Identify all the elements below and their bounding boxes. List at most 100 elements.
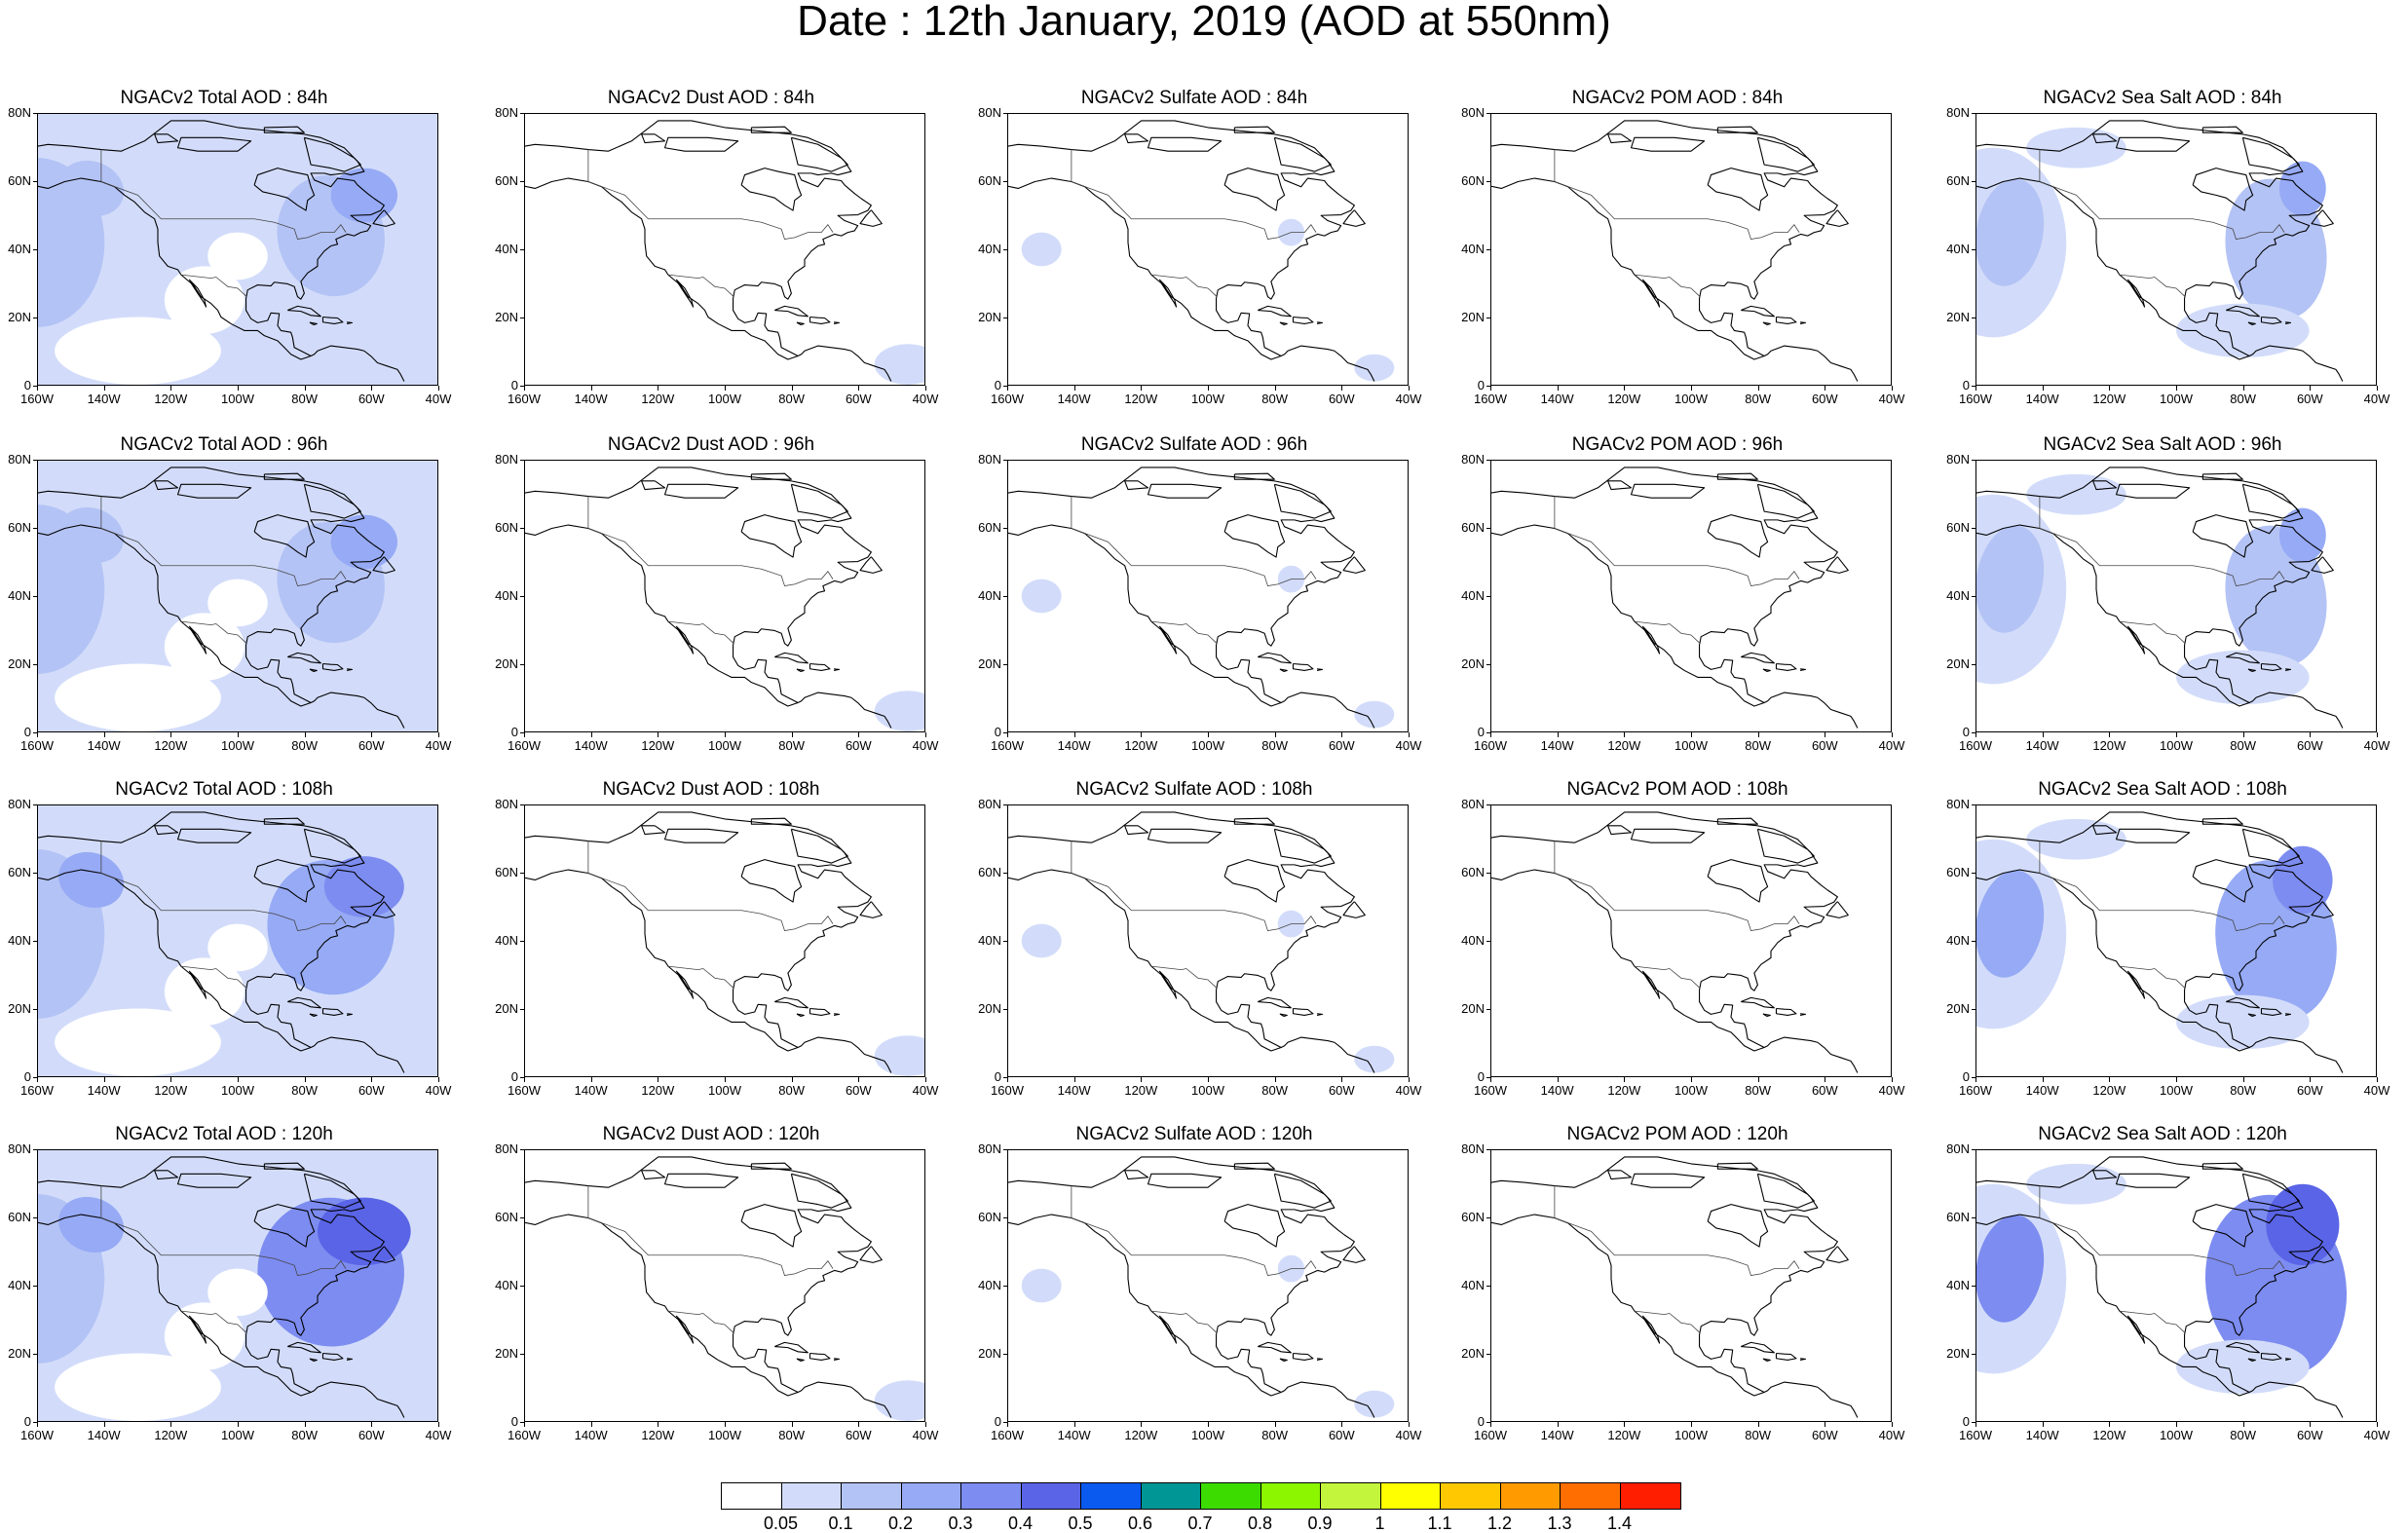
map-panel-dust: NGACv2 Dust AOD : 120h 80N 60N 40N 20N 0 160W 1…	[487, 1124, 974, 1445]
colorbar-swatch	[1321, 1483, 1381, 1509]
map-panel-sulfate: NGACv2 Sulfate AOD : 84h 80N 60N 40N 20N 0 160…	[970, 88, 1457, 409]
lon-tick-mark	[858, 1077, 860, 1082]
lon-tick-label: 60W	[1811, 392, 1838, 406]
lon-tick-mark	[1892, 1422, 1893, 1427]
lat-tick-label: 40N	[8, 588, 31, 603]
lon-tick-mark	[1141, 1077, 1143, 1082]
lon-tick-label: 120W	[154, 1083, 188, 1098]
aod-field	[874, 1035, 924, 1076]
lon-tick-mark	[1975, 1077, 1976, 1082]
lat-tick-mark	[1486, 1286, 1490, 1287]
lon-tick-label: 100W	[221, 1083, 254, 1098]
lat-tick-label: 80N	[8, 105, 31, 120]
coastlines	[1008, 467, 1375, 729]
lon-tick-label: 80W	[1261, 1083, 1289, 1098]
lon-tick-label: 120W	[1124, 738, 1158, 753]
lon-tick-label: 140W	[1057, 1083, 1091, 1098]
lon-tick-label: 160W	[1474, 1083, 1507, 1098]
lat-tick-mark	[33, 113, 37, 114]
lon-tick-mark	[2109, 1077, 2111, 1082]
lon-tick-label: 40W	[912, 1428, 939, 1442]
lat-tick-mark	[1003, 113, 1007, 114]
map-plot-area	[1975, 1149, 2377, 1422]
lon-tick-mark	[2377, 1422, 2378, 1427]
colorbar-label: 1.3	[1547, 1514, 1572, 1533]
lon-tick-label: 160W	[1474, 738, 1507, 753]
lat-tick-mark	[33, 1422, 37, 1423]
aod-field	[1976, 818, 2337, 1050]
lon-tick-mark	[1557, 1077, 1559, 1082]
lat-tick-mark	[1972, 1149, 1975, 1150]
lat-tick-mark	[1003, 1009, 1007, 1010]
lon-tick-mark	[1073, 1422, 1075, 1427]
lon-tick-label: 80W	[1261, 392, 1289, 406]
map-panel-total: NGACv2 Total AOD : 120h 80N 60N 40N 20N 0 160W…	[0, 1124, 487, 1445]
lon-tick-label: 60W	[1328, 1428, 1355, 1442]
lat-tick-label: 60N	[978, 173, 1001, 188]
lat-tick-label: 40N	[978, 933, 1001, 948]
lon-tick-label: 120W	[1124, 1428, 1158, 1442]
lon-tick-label: 120W	[1607, 392, 1641, 406]
coastlines	[1008, 811, 1375, 1073]
lon-tick-label: 160W	[1474, 1428, 1507, 1442]
lon-tick-label: 40W	[1395, 1428, 1422, 1442]
lat-tick-mark	[1972, 1286, 1975, 1287]
map-panel-total: NGACv2 Total AOD : 84h 80N 60N 40N 20N 0 160W 1…	[0, 88, 487, 409]
lon-tick-label: 100W	[1674, 738, 1708, 753]
lon-tick-mark	[1007, 732, 1008, 737]
lon-tick-label: 140W	[1057, 738, 1091, 753]
lat-tick-mark	[1003, 596, 1007, 597]
lat-tick-mark	[520, 941, 524, 942]
lon-tick-label: 40W	[912, 738, 939, 753]
lat-tick-label: 0	[510, 725, 518, 739]
lat-tick-label: 60N	[1461, 865, 1485, 879]
lon-tick-mark	[2242, 386, 2244, 391]
lon-tick-label: 60W	[357, 1083, 385, 1098]
lon-tick-mark	[304, 1422, 306, 1427]
lon-tick-label: 40W	[2363, 738, 2390, 753]
lon-tick-label: 60W	[2296, 1083, 2323, 1098]
map-canvas	[525, 120, 924, 385]
lon-tick-mark	[1490, 386, 1491, 391]
colorbar-swatch	[1500, 1483, 1561, 1509]
lat-tick-label: 0	[994, 1414, 1001, 1429]
lat-tick-mark	[520, 181, 524, 182]
map-panel-dust: NGACv2 Dust AOD : 96h 80N 60N 40N 20N 0 160W 14…	[487, 434, 974, 756]
lat-tick-label: 80N	[1461, 105, 1485, 120]
map-canvas	[1491, 811, 1859, 1073]
lon-tick-label: 80W	[2230, 738, 2257, 753]
lat-tick-label: 20N	[8, 656, 31, 671]
lat-tick-mark	[1003, 941, 1007, 942]
lon-tick-label: 100W	[2160, 1428, 2193, 1442]
lon-tick-mark	[2176, 386, 2177, 391]
lon-tick-mark	[37, 1077, 38, 1082]
lon-tick-label: 100W	[2160, 738, 2193, 753]
lon-tick-mark	[524, 1422, 525, 1427]
lat-tick-mark	[33, 1149, 37, 1150]
lat-tick-label: 20N	[978, 1346, 1001, 1361]
lon-tick-label: 140W	[1057, 392, 1091, 406]
map-plot-area	[1490, 113, 1892, 386]
lat-tick-label: 60N	[978, 1210, 1001, 1224]
map-panel-pom: NGACv2 POM AOD : 120h 80N 60N 40N 20N 0 160W 14…	[1453, 1124, 1940, 1445]
aod-field	[38, 1150, 437, 1421]
lat-tick-label: 0	[1962, 725, 1970, 739]
aod-field	[1021, 1254, 1395, 1418]
coastlines	[525, 467, 892, 729]
lon-tick-mark	[791, 1077, 793, 1082]
lat-tick-label: 0	[1477, 1414, 1485, 1429]
lat-tick-mark	[520, 873, 524, 874]
lon-tick-mark	[1208, 1077, 1209, 1082]
lon-tick-mark	[1141, 732, 1143, 737]
lat-tick-mark	[1972, 873, 1975, 874]
lat-tick-label: 0	[510, 1414, 518, 1429]
lon-tick-mark	[791, 732, 793, 737]
lat-tick-label: 20N	[978, 656, 1001, 671]
coastlines	[38, 811, 405, 1073]
map-plot-area	[1007, 113, 1409, 386]
lon-tick-mark	[1409, 1077, 1410, 1082]
lat-tick-label: 20N	[495, 310, 518, 324]
lat-tick-mark	[33, 249, 37, 250]
lat-tick-label: 40N	[1461, 933, 1485, 948]
lat-tick-mark	[520, 596, 524, 597]
